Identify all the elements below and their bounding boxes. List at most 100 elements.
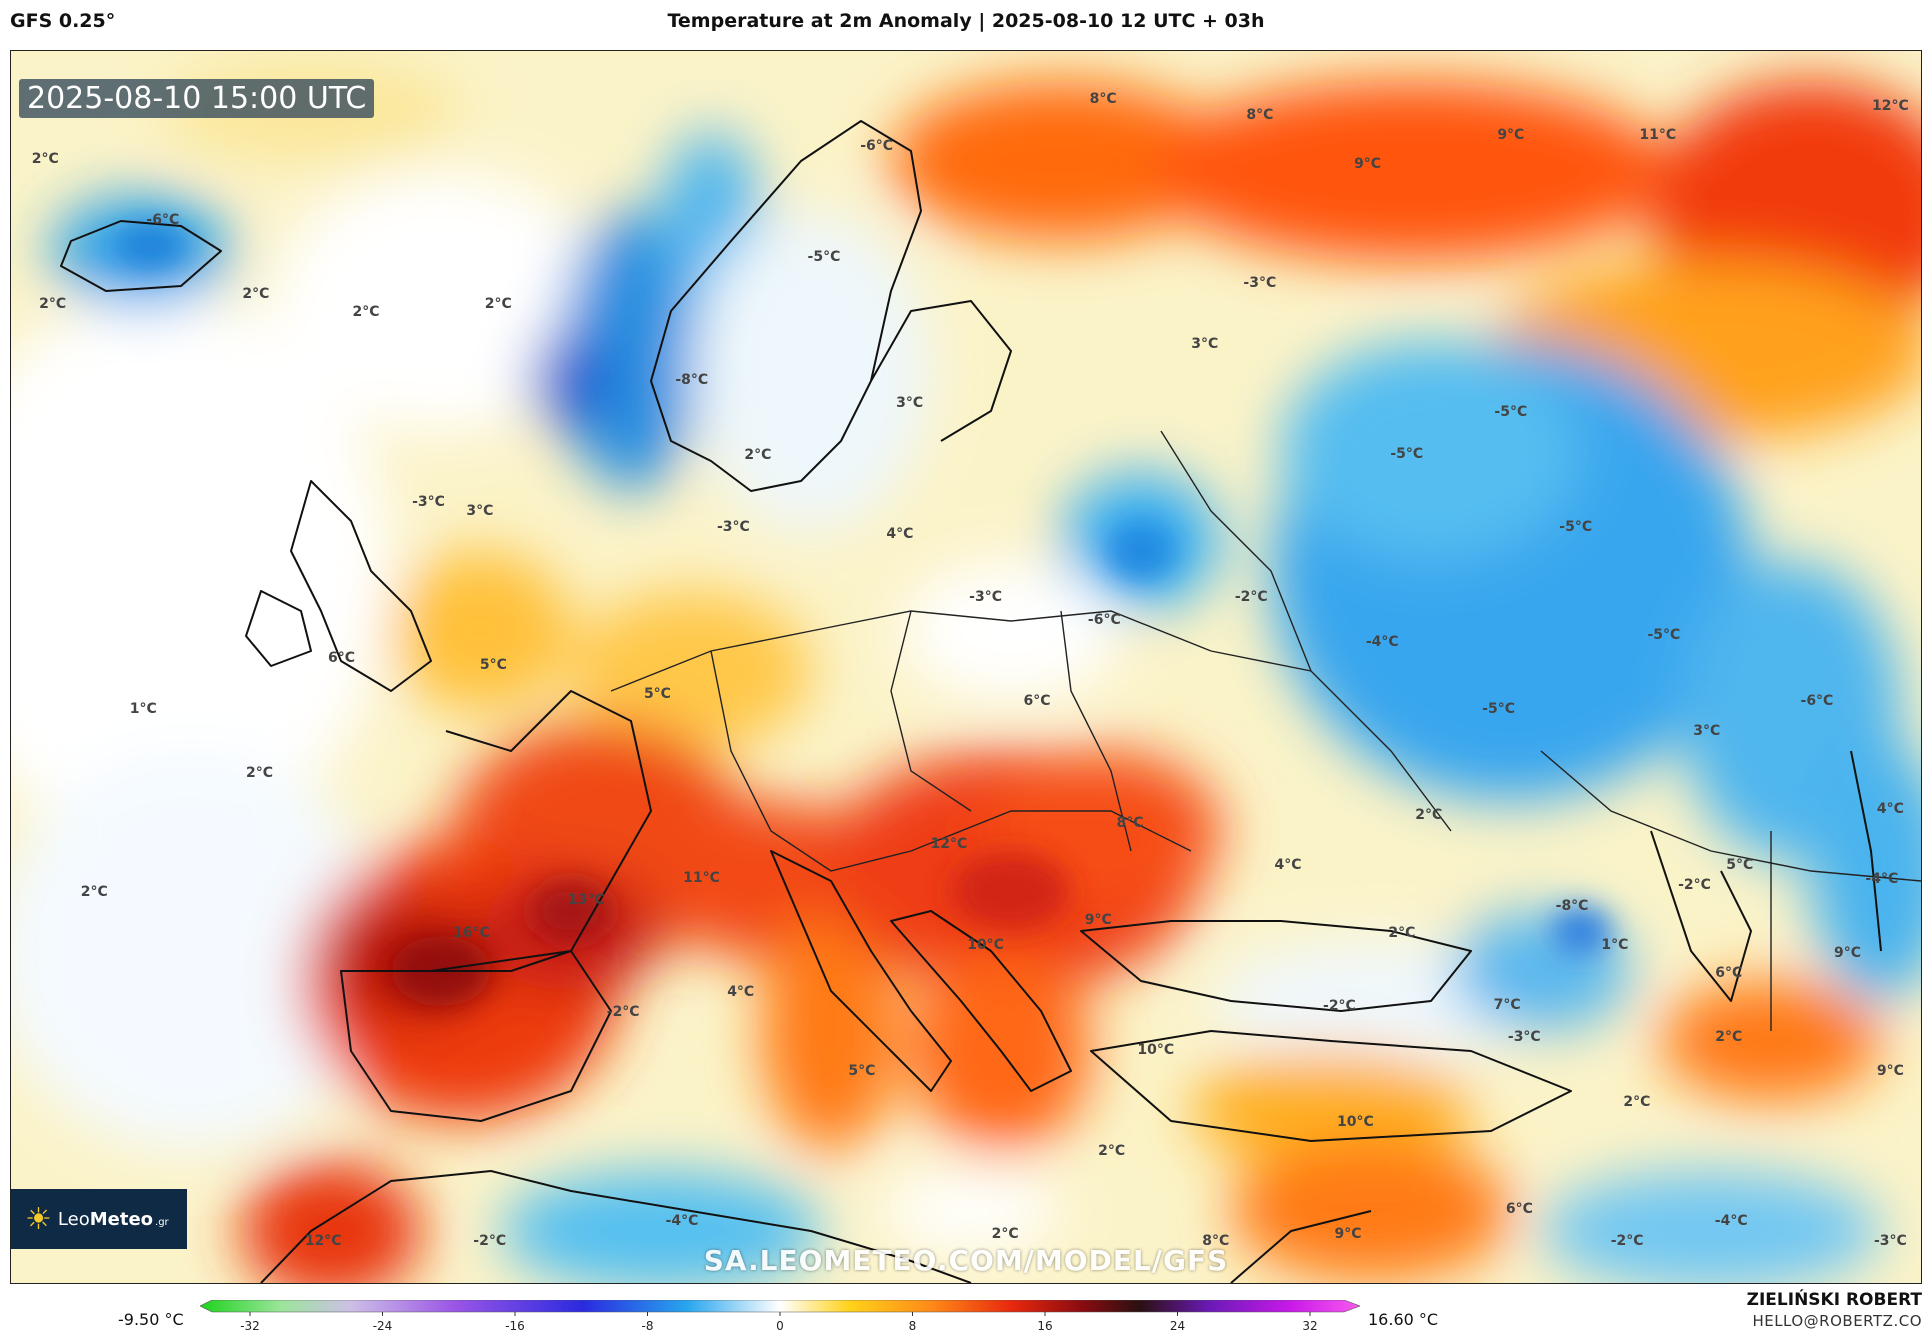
anomaly-label: -3°C (969, 588, 1002, 605)
author-email[interactable]: HELLO@ROBERTZ.CO (1752, 1312, 1922, 1330)
anomaly-label: 2°C (242, 285, 270, 302)
anomaly-label: 4°C (1274, 857, 1302, 874)
anomaly-label: 4°C (1876, 800, 1904, 817)
anomaly-label: 5°C (643, 686, 671, 703)
anomaly-label: 5°C (848, 1063, 876, 1080)
anomaly-label: -6°C (1800, 693, 1834, 710)
anomaly-label: -2°C (1323, 997, 1356, 1014)
anomaly-label: 12°C (1872, 98, 1909, 115)
leometeo-logo[interactable]: ☀ LeoMeteo .gr (11, 1189, 187, 1249)
anomaly-label: -2°C (1234, 588, 1268, 605)
anomaly-label: 5°C (479, 656, 507, 673)
anomaly-label: 9°C (1497, 126, 1525, 143)
anomaly-label: 10°C (1336, 1113, 1374, 1130)
anomaly-label: 9°C (1354, 156, 1382, 173)
anomaly-label: 2°C (1623, 1093, 1651, 1110)
sun-icon: ☀ (25, 1201, 52, 1237)
anomaly-label: 3°C (466, 502, 494, 519)
anomaly-label: 9°C (1834, 944, 1862, 961)
anomaly-label: 2°C (1388, 925, 1416, 942)
anomaly-label: 2°C (31, 151, 59, 168)
anomaly-label: 8°C (1246, 107, 1274, 124)
anomaly-label: -3°C (1243, 274, 1277, 291)
anomaly-label: -5°C (1494, 403, 1528, 420)
anomaly-label: -5°C (1647, 626, 1681, 643)
anomaly-label: 2°C (352, 304, 380, 321)
watermark-url: SA.LEOMETEO.COM/MODEL/GFS (703, 1244, 1229, 1277)
anomaly-label: -4°C (1365, 634, 1399, 651)
anomaly-label: -6°C (1087, 612, 1121, 629)
anomaly-label: 1°C (129, 700, 157, 717)
anomaly-label: 8°C (1116, 815, 1144, 832)
anomaly-label: -8°C (1555, 898, 1589, 914)
anomaly-label: -4°C (1714, 1213, 1748, 1230)
anomaly-map[interactable]: 2025-08-10 15:00 UTC 2°C -6°C 2°C 2°C 2°C 2°C… (10, 50, 1922, 1284)
anomaly-label: 3°C (1693, 723, 1721, 740)
map-title: Temperature at 2m Anomaly | 2025-08-10 1… (667, 10, 1265, 32)
anomaly-label: -6°C (860, 137, 894, 154)
colorbar-tick-label: 8 (909, 1319, 917, 1333)
colorbar-tick-label: -16 (505, 1319, 525, 1333)
colorbar-tick-label: 0 (776, 1319, 784, 1333)
anomaly-label: 9°C (1084, 911, 1112, 928)
anomaly-label: 2°C (80, 884, 108, 901)
colorbar-tick-label: 16 (1037, 1319, 1052, 1333)
anomaly-label: 6°C (328, 650, 356, 667)
anomaly-label: 2°C (1415, 806, 1443, 823)
anomaly-label: -6°C (146, 211, 180, 228)
colorbar-tick-label: -32 (240, 1319, 260, 1333)
anomaly-label: 2°C (484, 295, 512, 312)
valid-time-badge: 2025-08-10 15:00 UTC (19, 79, 375, 118)
anomaly-label: 4°C (886, 525, 914, 542)
anomaly-label: 12°C (304, 1233, 342, 1250)
colorbar-tick-label: 32 (1302, 1319, 1317, 1333)
anomaly-label: 9°C (1334, 1225, 1362, 1242)
anomaly-label: 6°C (1715, 964, 1743, 981)
anomaly-label: 8°C (1089, 91, 1117, 108)
anomaly-label: -3°C (1873, 1233, 1907, 1250)
anomaly-label: -3°C (716, 518, 750, 535)
colorbar: -32 -24 -16 -8 0 8 16 24 32 (200, 1300, 1360, 1333)
anomaly-label: 1°C (1601, 937, 1629, 954)
anomaly-label: -5°C (1482, 700, 1516, 717)
anomaly-label: 11°C (683, 869, 720, 886)
anomaly-label: 2°C (246, 764, 274, 781)
colorbar-min-label: -9.50 °C (118, 1310, 184, 1329)
anomaly-label: 5°C (1726, 857, 1754, 874)
colorbar-tick-label: 24 (1170, 1319, 1185, 1333)
anomaly-label: -5°C (807, 248, 841, 265)
anomaly-label: -4°C (665, 1213, 699, 1230)
model-label: GFS 0.25° (10, 10, 116, 32)
anomaly-label: 13°C (568, 891, 605, 908)
anomaly-label: -4°C (1865, 870, 1899, 887)
anomaly-label: 8°C (1202, 1233, 1230, 1250)
colorbar-tick-label: -8 (642, 1319, 654, 1333)
anomaly-label: 7°C (1493, 996, 1521, 1013)
coastline-lines (60, 120, 1882, 1283)
anomaly-field (11, 51, 1921, 1283)
anomaly-label: 9°C (1876, 1063, 1904, 1080)
anomaly-label: -5°C (1390, 445, 1424, 462)
anomaly-label: -8°C (675, 371, 709, 388)
anomaly-label: 2°C (1715, 1028, 1743, 1045)
anomaly-label: 16°C (452, 925, 490, 942)
anomaly-label: 2°C (744, 447, 772, 464)
anomaly-label: 10°C (967, 937, 1004, 954)
anomaly-label: 12°C (930, 836, 968, 853)
author-name: ZIELIŃSKI ROBERT (1746, 1290, 1922, 1310)
anomaly-label: 10°C (1137, 1042, 1175, 1059)
border-lines (610, 430, 1921, 1031)
anomaly-label: 3°C (1191, 336, 1219, 353)
anomaly-label: -3°C (1507, 1028, 1541, 1045)
anomaly-label: 3°C (896, 395, 924, 412)
anomaly-label: 2°C (39, 295, 67, 312)
anomaly-label: 2°C (1098, 1143, 1126, 1160)
anomaly-label: 4°C (727, 984, 755, 1001)
anomaly-label: -2°C (1610, 1233, 1644, 1250)
anomaly-label: -3°C (412, 493, 445, 510)
anomaly-label: 2°C (991, 1225, 1019, 1242)
colorbar-max-label: 16.60 °C (1368, 1310, 1439, 1329)
anomaly-label: -5°C (1559, 518, 1593, 535)
anomaly-label: 6°C (1023, 693, 1051, 710)
colorbar-tick-label: -24 (373, 1319, 393, 1333)
